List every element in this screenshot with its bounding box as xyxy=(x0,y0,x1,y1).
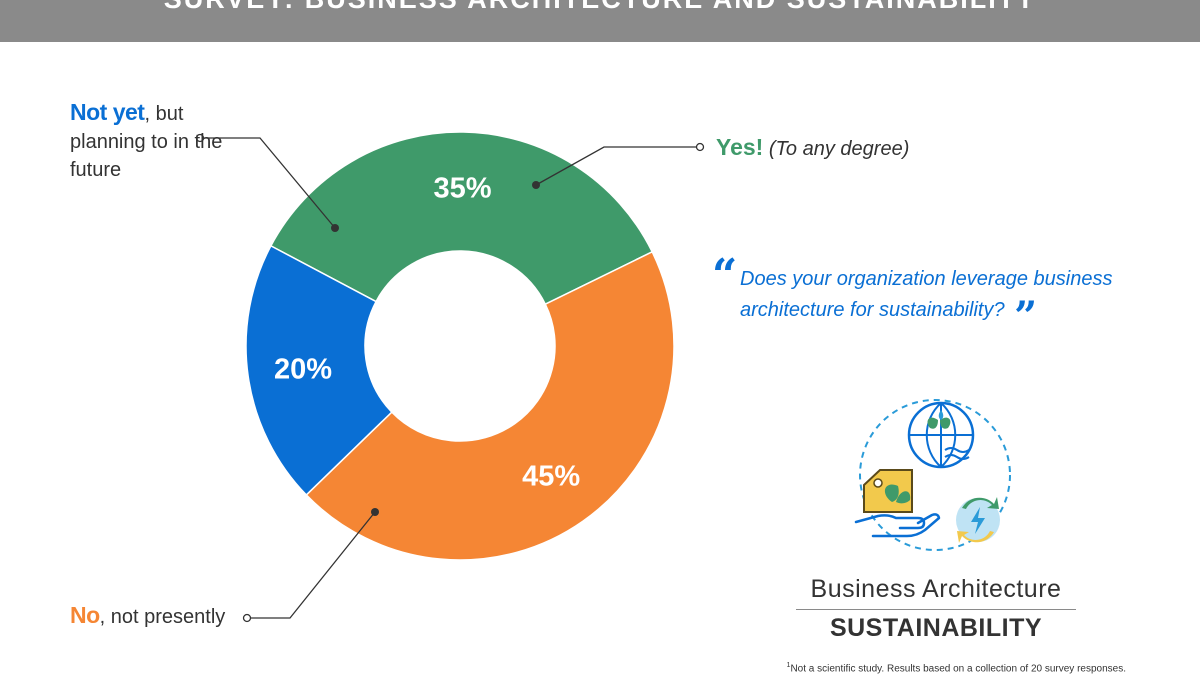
footnote-text: Not a scientific study. Results based on… xyxy=(790,663,1126,675)
donut-slice-no-value: 45% xyxy=(522,461,580,493)
question-text: Does your organization leverage business… xyxy=(740,265,1160,337)
donut-slice-not-yet-value: 20% xyxy=(274,353,332,385)
donut-slice-yes-value: 35% xyxy=(433,173,491,205)
leader-line-yes xyxy=(532,142,705,189)
donut-slice-not-yet xyxy=(245,244,393,496)
brand-subtitle: SUSTAINABILITY xyxy=(829,614,1043,642)
price-tag-leaf-icon xyxy=(863,469,913,513)
survey-title: SURVEY: BUSINESS ARCHITECTURE AND SUSTAI… xyxy=(0,0,1200,15)
dashed-ring xyxy=(859,399,1011,551)
footnote: 1Not a scientific study. Results based o… xyxy=(787,662,1126,674)
question-text-content: Does your organization leverage business… xyxy=(740,268,1113,321)
leader-line-not-yet xyxy=(195,133,339,232)
globe-icon xyxy=(907,401,975,469)
footnote-marker: 1 xyxy=(786,662,791,669)
legend-yes: Yes! (To any degree) xyxy=(716,133,909,163)
legend-no-lead: No xyxy=(70,602,100,628)
brand-divider xyxy=(796,609,1076,610)
brand-title: Business Architecture xyxy=(810,575,1062,603)
close-quote-icon: ” xyxy=(1014,293,1038,340)
legend-not-yet: Not yet, but planning to in the future xyxy=(70,98,230,184)
legend-not-yet-lead: Not yet xyxy=(70,99,145,125)
legend-yes-lead: Yes! xyxy=(716,134,764,160)
hand-icon xyxy=(854,513,941,538)
donut-slice-yes xyxy=(269,131,654,306)
sustainability-illustration xyxy=(854,399,1011,551)
open-quote-icon: “ xyxy=(712,250,738,301)
legend-no: No, not presently xyxy=(70,601,225,631)
legend-not-yet-rest: , but planning to in the future xyxy=(70,103,223,181)
legend-yes-rest: (To any degree) xyxy=(768,138,910,160)
donut-slice-no xyxy=(305,250,675,561)
top-banner: SURVEY: BUSINESS ARCHITECTURE AND SUSTAI… xyxy=(0,0,1200,42)
renewable-energy-icon xyxy=(956,497,1000,543)
leader-line-no xyxy=(242,508,379,623)
legend-no-rest: , not presently xyxy=(99,606,226,628)
